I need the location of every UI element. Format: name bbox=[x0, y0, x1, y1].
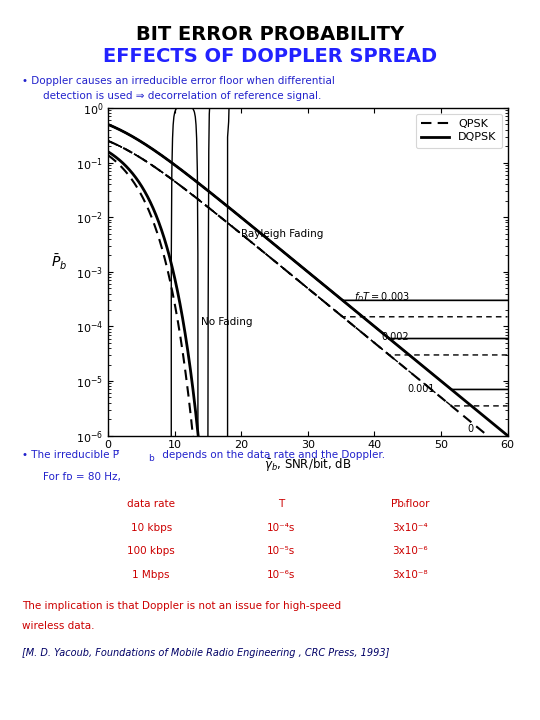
Text: 10⁻⁶s: 10⁻⁶s bbox=[267, 570, 295, 580]
Text: depends on the data rate and the Doppler.: depends on the data rate and the Doppler… bbox=[159, 450, 386, 460]
DQPSK bbox=[504, 431, 511, 440]
QPSK bbox=[504, 448, 511, 456]
Text: The implication is that Doppler is not an issue for high-speed: The implication is that Doppler is not a… bbox=[22, 601, 341, 611]
Line: QPSK: QPSK bbox=[108, 141, 508, 452]
Text: 0.002: 0.002 bbox=[381, 332, 409, 341]
Text: T: T bbox=[278, 499, 284, 509]
DQPSK bbox=[493, 422, 500, 431]
Text: 3x10⁻⁸: 3x10⁻⁸ bbox=[393, 570, 428, 580]
Text: b: b bbox=[148, 454, 154, 463]
QPSK bbox=[420, 378, 426, 387]
Text: • The irreducible P̅: • The irreducible P̅ bbox=[22, 450, 119, 460]
DQPSK bbox=[105, 120, 111, 129]
X-axis label: $\bar{\gamma}_b$, SNR/bit, dB: $\bar{\gamma}_b$, SNR/bit, dB bbox=[264, 456, 352, 473]
Text: 0.001: 0.001 bbox=[408, 384, 435, 395]
DQPSK bbox=[492, 422, 499, 431]
Text: Rayleigh Fading: Rayleigh Fading bbox=[241, 229, 323, 238]
QPSK bbox=[299, 279, 306, 288]
DQPSK bbox=[125, 130, 132, 138]
QPSK bbox=[493, 438, 500, 447]
Text: 10⁻⁴s: 10⁻⁴s bbox=[267, 523, 295, 533]
QPSK bbox=[492, 438, 499, 446]
Text: • Doppler causes an irreducible error floor when differential: • Doppler causes an irreducible error fl… bbox=[22, 76, 334, 86]
Text: wireless data.: wireless data. bbox=[22, 621, 94, 631]
Line: DQPSK: DQPSK bbox=[108, 125, 508, 436]
Text: 100 kbps: 100 kbps bbox=[127, 546, 175, 557]
Legend: QPSK, DQPSK: QPSK, DQPSK bbox=[416, 114, 502, 148]
Text: 3x10⁻⁴: 3x10⁻⁴ bbox=[393, 523, 428, 533]
QPSK bbox=[288, 271, 295, 279]
Text: EFFECTS OF DOPPLER SPREAD: EFFECTS OF DOPPLER SPREAD bbox=[103, 47, 437, 66]
DQPSK bbox=[420, 361, 426, 370]
Text: data rate: data rate bbox=[127, 499, 175, 509]
Y-axis label: $\bar{P}_b$: $\bar{P}_b$ bbox=[51, 253, 68, 271]
Text: $f_D T=0.003$: $f_D T=0.003$ bbox=[354, 289, 410, 304]
Text: detection is used ⇒ decorrelation of reference signal.: detection is used ⇒ decorrelation of ref… bbox=[43, 91, 322, 102]
Text: P̅bₗfloor: P̅bₗfloor bbox=[391, 499, 430, 509]
Text: 3x10⁻⁶: 3x10⁻⁶ bbox=[393, 546, 428, 557]
Text: 1 Mbps: 1 Mbps bbox=[132, 570, 170, 580]
QPSK bbox=[125, 146, 132, 155]
DQPSK bbox=[299, 263, 306, 271]
Text: For fᴅ = 80 Hz,: For fᴅ = 80 Hz, bbox=[43, 472, 121, 482]
Text: No Fading: No Fading bbox=[201, 317, 253, 327]
Text: 10⁻⁵s: 10⁻⁵s bbox=[267, 546, 295, 557]
QPSK bbox=[105, 137, 111, 145]
Text: BIT ERROR PROBABILITY: BIT ERROR PROBABILITY bbox=[136, 25, 404, 44]
DQPSK bbox=[288, 254, 295, 263]
Text: 10 kbps: 10 kbps bbox=[131, 523, 172, 533]
Text: [M. D. Yacoub, Foundations of Mobile Radio Engineering , CRC Press, 1993]: [M. D. Yacoub, Foundations of Mobile Rad… bbox=[22, 648, 389, 658]
Text: 0: 0 bbox=[468, 424, 474, 434]
